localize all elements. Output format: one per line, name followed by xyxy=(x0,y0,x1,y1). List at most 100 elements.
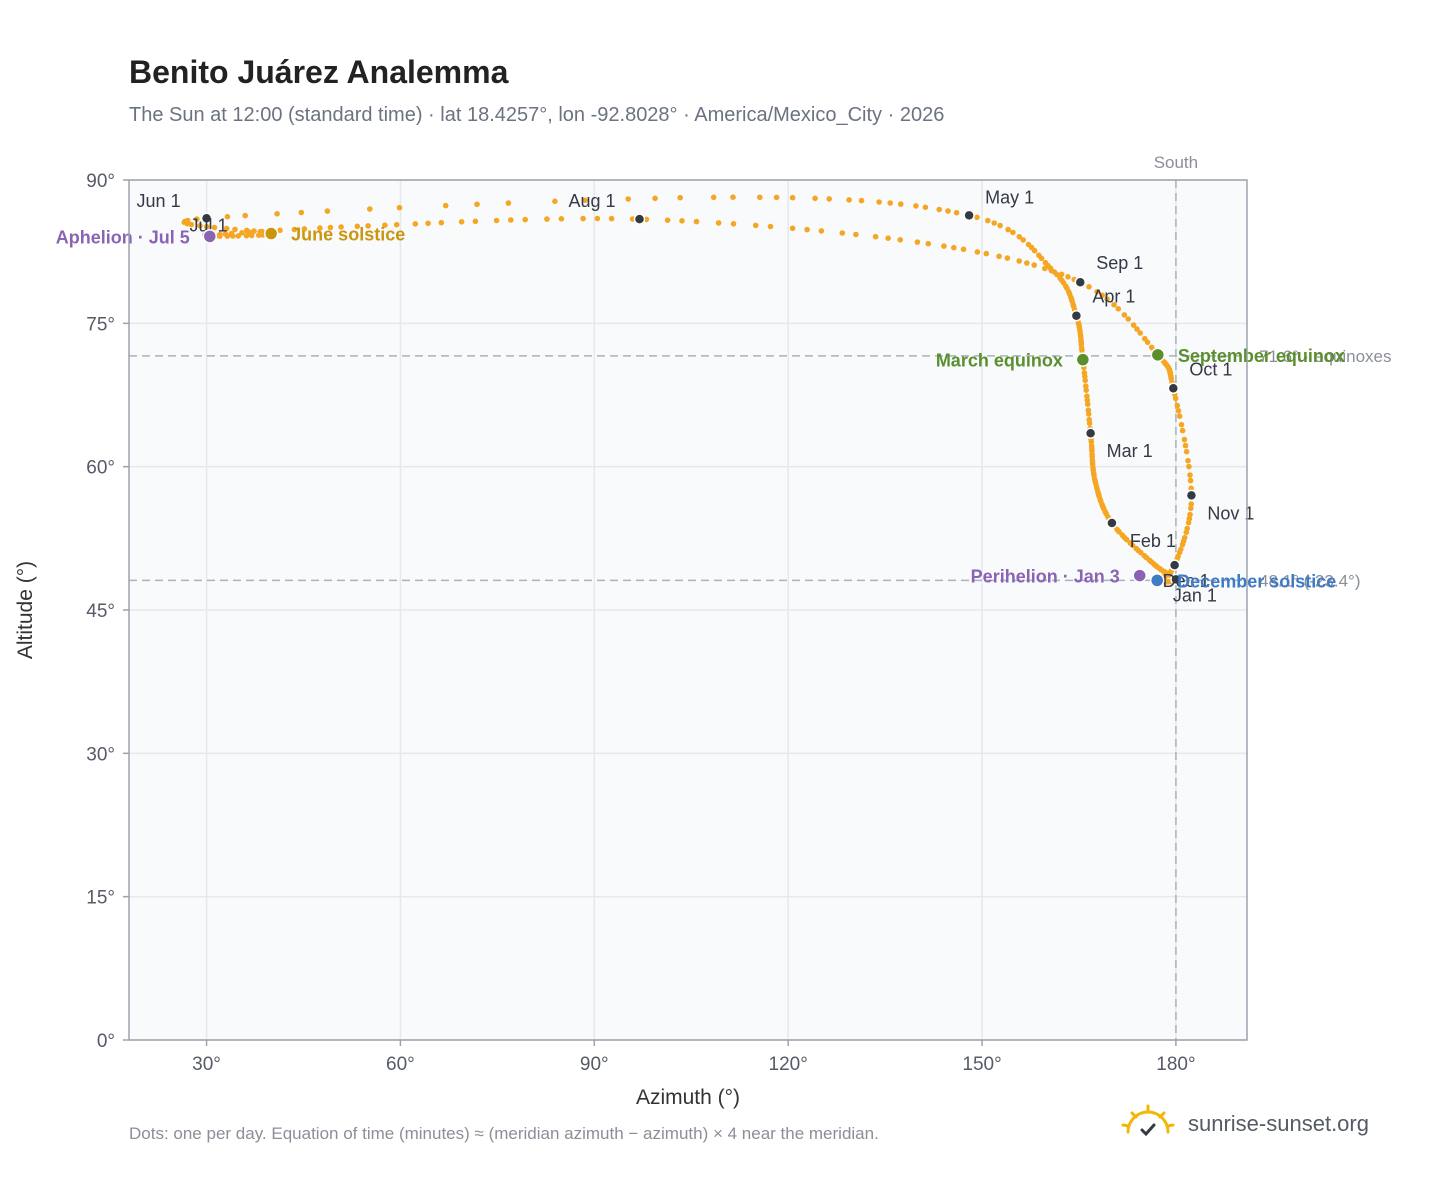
day-dot xyxy=(1099,292,1105,299)
brand[interactable]: sunrise-sunset.org xyxy=(1120,1104,1369,1144)
day-dot xyxy=(679,218,685,224)
day-dot xyxy=(1133,545,1139,552)
x-tick-label: 120° xyxy=(769,1054,808,1075)
december-altitude-label: 48.1° (-23.4°) xyxy=(1259,571,1360,590)
day-dot xyxy=(1144,339,1151,346)
day-dot xyxy=(1016,234,1023,240)
month-dot xyxy=(1074,276,1087,288)
event-label: September equinox xyxy=(1178,346,1345,366)
y-tick-label: 60° xyxy=(86,458,115,479)
day-dot xyxy=(773,194,780,201)
day-dot xyxy=(767,223,774,230)
month-dot xyxy=(1168,559,1181,571)
day-dot xyxy=(222,231,229,237)
day-dot xyxy=(1183,448,1190,455)
day-dot xyxy=(1175,408,1182,414)
day-dot xyxy=(396,204,403,211)
day-dot xyxy=(223,225,230,232)
event-label: March equinox xyxy=(936,351,1063,371)
day-dot xyxy=(853,231,859,238)
day-dot xyxy=(1172,395,1179,402)
month-label: Mar 1 xyxy=(1107,441,1153,461)
day-dot xyxy=(442,202,449,209)
event-dot xyxy=(1150,347,1166,363)
month-label: Jun 1 xyxy=(137,191,181,211)
day-dot xyxy=(945,208,951,214)
y-tick-label: 0° xyxy=(97,1031,115,1052)
day-dot xyxy=(608,215,615,222)
day-dot xyxy=(897,237,903,243)
reference-lines: South 71.6° · equinoxes 48.1° (-23.4°) xyxy=(129,153,1392,1040)
day-dot xyxy=(1088,443,1095,449)
day-dot xyxy=(858,197,865,204)
day-dot xyxy=(544,216,550,222)
y-tick-label: 30° xyxy=(86,744,115,765)
day-dot xyxy=(983,250,990,257)
month-label: Jan 1 xyxy=(1173,585,1217,605)
day-dot xyxy=(239,230,245,236)
x-tick-label: 90° xyxy=(580,1054,609,1075)
day-dot xyxy=(1130,322,1137,328)
day-dot xyxy=(367,206,373,212)
month-label: Oct 1 xyxy=(1189,359,1232,379)
day-dot xyxy=(752,222,759,229)
day-dot xyxy=(936,206,942,213)
day-dot xyxy=(1031,262,1037,268)
day-dot xyxy=(872,233,879,240)
day-dot xyxy=(235,233,242,239)
day-dot xyxy=(505,200,512,206)
day-dot xyxy=(474,201,480,208)
month-label: May 1 xyxy=(985,187,1034,207)
day-dot xyxy=(1085,407,1092,414)
day-dot xyxy=(1115,306,1122,312)
month-markers: Jan 1 Feb 1 Mar 1 Apr 1 May 1 Jun 1 Jul 1 Aug 1… xyxy=(137,187,1255,605)
day-dot xyxy=(354,223,361,230)
day-dot xyxy=(1086,416,1092,423)
day-dot xyxy=(1086,284,1092,290)
day-dot xyxy=(1094,289,1100,295)
x-tick-label: 30° xyxy=(192,1054,221,1075)
day-dot xyxy=(652,195,658,202)
day-dot xyxy=(1042,259,1049,266)
day-dot xyxy=(1127,540,1133,546)
day-dot xyxy=(1188,505,1194,512)
day-dot xyxy=(1176,549,1183,556)
y-axis-label: Altitude (°) xyxy=(14,561,37,659)
day-dot xyxy=(1179,427,1186,434)
day-dot xyxy=(974,249,981,255)
day-dot xyxy=(425,220,431,227)
day-dot xyxy=(232,226,238,233)
month-dot xyxy=(1167,382,1180,395)
month-label: Feb 1 xyxy=(1130,531,1176,551)
day-dot xyxy=(438,219,445,226)
event-dot xyxy=(1132,568,1147,583)
day-dot xyxy=(839,230,846,236)
day-dot xyxy=(974,214,980,221)
day-dot xyxy=(412,221,419,227)
day-dot xyxy=(1186,463,1192,470)
day-dot xyxy=(1185,457,1191,464)
event-dot xyxy=(1075,352,1091,367)
meridian-label: South xyxy=(1154,153,1198,172)
day-dot xyxy=(291,226,298,233)
day-dot xyxy=(458,219,465,225)
day-dot xyxy=(1176,413,1183,420)
day-dot xyxy=(826,196,832,202)
day-dot xyxy=(259,228,265,235)
day-dot xyxy=(558,216,565,222)
month-label: Apr 1 xyxy=(1092,287,1135,307)
day-dot xyxy=(1187,477,1194,484)
day-dot xyxy=(1134,326,1140,332)
month-label: Jul 1 xyxy=(190,215,228,235)
month-dot xyxy=(1106,517,1118,529)
event-dot xyxy=(263,226,279,241)
month-dot xyxy=(1185,489,1198,502)
day-dot xyxy=(582,197,588,204)
y-tick-label: 75° xyxy=(86,314,115,335)
day-dot xyxy=(710,194,717,201)
event-label: Perihelion · Jan 3 xyxy=(971,567,1120,587)
day-dot xyxy=(1121,312,1128,318)
day-dot xyxy=(301,226,308,232)
day-dot xyxy=(393,221,400,228)
